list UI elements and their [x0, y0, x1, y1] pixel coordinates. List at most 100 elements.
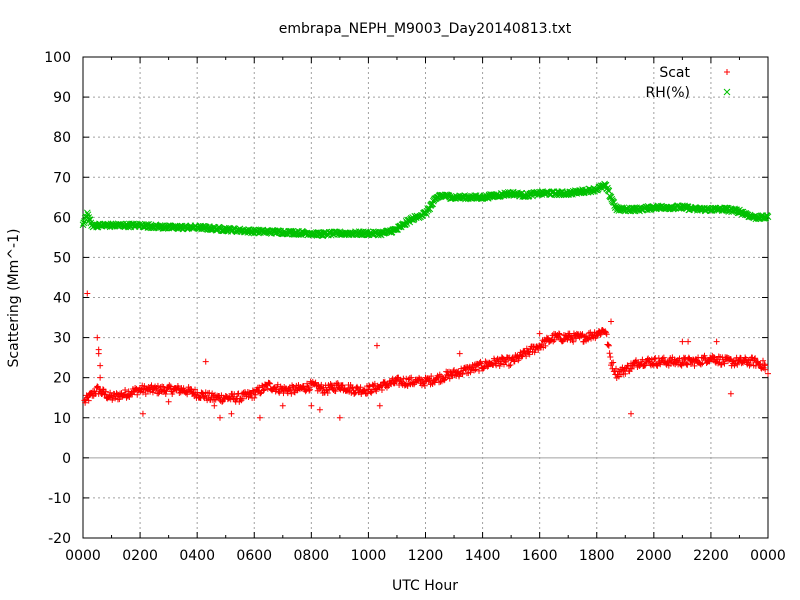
scat-point — [476, 367, 483, 374]
scat-point — [279, 402, 286, 409]
x-tick-label: 0800 — [294, 548, 330, 564]
scat-point — [542, 342, 549, 349]
scat-point — [556, 331, 563, 338]
y-tick-label: 0 — [62, 451, 71, 467]
scat-point — [691, 362, 698, 369]
scat-point — [361, 387, 368, 394]
scat-point — [94, 383, 101, 390]
legend: Scat RH(%) — [646, 65, 731, 101]
scat-point — [715, 353, 722, 360]
scat-point — [605, 341, 612, 348]
x-tick-label: 0000 — [750, 548, 786, 564]
scat-point — [251, 394, 258, 401]
legend-label-rh: RH(%) — [646, 85, 690, 101]
chart-title: embrapa_NEPH_M9003_Day20140813.txt — [279, 21, 572, 37]
scat-point — [219, 398, 226, 405]
y-tick-label: 60 — [53, 210, 71, 226]
scat-point — [304, 380, 311, 387]
scat-point — [607, 354, 614, 361]
scat-point — [165, 398, 172, 405]
x-tick-label: 1600 — [522, 548, 558, 564]
scat-point — [679, 338, 686, 345]
scat-point — [755, 361, 762, 368]
scat-point — [467, 369, 474, 376]
scat-point — [543, 334, 550, 341]
y-tick-label: 20 — [53, 371, 71, 387]
x-tick-label: 2200 — [693, 548, 729, 564]
scat-point — [659, 355, 666, 362]
scat-point — [192, 386, 199, 393]
scat-point — [300, 382, 307, 389]
scat-point — [493, 362, 500, 369]
rh-point — [142, 221, 150, 228]
scat-point — [367, 388, 374, 395]
scat-point — [149, 389, 156, 396]
scat-point — [351, 389, 358, 396]
legend-marker-scat — [724, 69, 730, 75]
scat-point — [406, 380, 413, 387]
scat-point — [747, 361, 754, 368]
x-tick-label: 1200 — [408, 548, 444, 564]
scat-point — [238, 397, 245, 404]
scat-point — [436, 379, 443, 386]
y-tick-label: 70 — [53, 170, 71, 186]
scat-point — [97, 389, 104, 396]
scat-point — [608, 318, 615, 325]
scat-point — [459, 371, 466, 378]
x-tick-label: 1000 — [351, 548, 387, 564]
scat-point — [252, 391, 259, 398]
scat-point — [306, 387, 313, 394]
scat-point — [378, 387, 385, 394]
scat-point — [211, 402, 218, 409]
scat-point — [97, 362, 104, 369]
scat-point — [642, 362, 649, 369]
scat-point — [550, 338, 557, 345]
y-tick-label: 10 — [53, 411, 71, 427]
scat-point — [324, 390, 331, 397]
scat-point — [565, 330, 572, 337]
scat-point — [526, 351, 533, 358]
scat-point — [505, 362, 512, 369]
scat-point — [535, 347, 542, 354]
scat-point — [102, 388, 109, 395]
scat-point — [302, 388, 309, 395]
y-tick-label: 50 — [53, 250, 71, 266]
scat-point — [126, 394, 133, 401]
scat-point — [482, 358, 489, 365]
scat-point — [152, 386, 159, 393]
scat-point — [622, 370, 629, 377]
y-tick-label: 30 — [53, 331, 71, 347]
scat-point — [441, 377, 448, 384]
scat-point — [651, 356, 658, 363]
scat-point — [760, 357, 767, 364]
scat-point — [93, 384, 100, 391]
scat-point — [284, 390, 291, 397]
y-tick-label: -10 — [48, 491, 71, 507]
scat-point — [139, 410, 146, 417]
scat-point — [84, 290, 91, 297]
scat-point — [306, 386, 313, 393]
scat-point — [573, 335, 580, 342]
scat-point — [114, 391, 121, 398]
x-tick-label: 0000 — [65, 548, 101, 564]
scat-point — [428, 373, 435, 380]
scat-point — [628, 410, 634, 417]
scat-point — [373, 342, 380, 349]
scat-point — [259, 382, 266, 389]
scat-point — [217, 414, 223, 421]
scat-point — [456, 373, 463, 380]
scat-point — [500, 355, 507, 362]
scat-point — [167, 383, 174, 390]
scat-point — [102, 391, 109, 398]
scat-point — [713, 338, 720, 345]
scat-point — [266, 380, 273, 387]
scat-point — [715, 360, 722, 367]
scat-point — [507, 361, 514, 368]
scat-point — [628, 365, 635, 372]
rh-point — [693, 204, 700, 212]
scat-point — [603, 329, 610, 336]
x-tick-label: 0200 — [122, 548, 158, 564]
scat-point — [610, 359, 617, 366]
rh-point — [83, 209, 91, 217]
